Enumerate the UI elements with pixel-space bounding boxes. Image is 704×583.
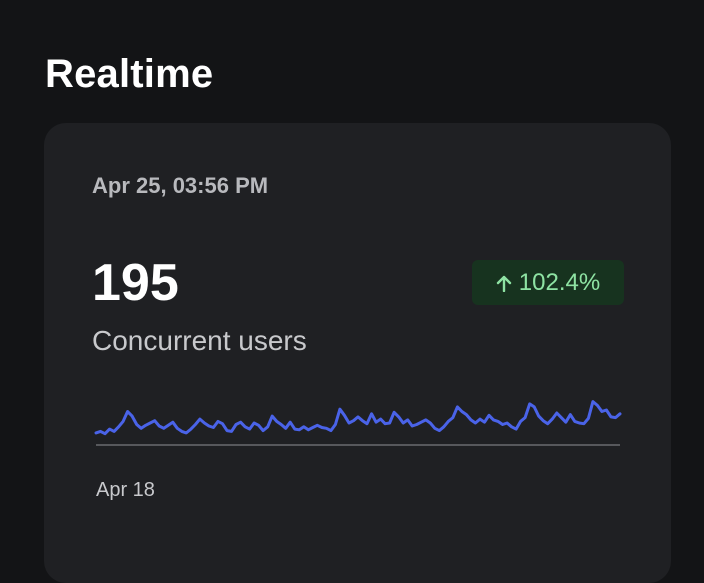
realtime-card: Apr 25, 03:56 PM 195 Concurrent users 10…: [44, 123, 671, 583]
change-value: 102.4%: [518, 268, 601, 296]
page-title: Realtime: [45, 52, 214, 96]
axis-start-label: Apr 18: [96, 479, 155, 501]
change-badge: 102.4%: [472, 260, 624, 305]
timestamp: Apr 25, 03:56 PM: [92, 173, 269, 198]
concurrent-users-value: 195: [92, 254, 179, 312]
arrow-up-icon: [496, 274, 512, 292]
concurrent-users-sparkline: [94, 400, 622, 446]
concurrent-users-label: Concurrent users: [92, 325, 307, 356]
sparkline-series-line: [94, 400, 622, 436]
